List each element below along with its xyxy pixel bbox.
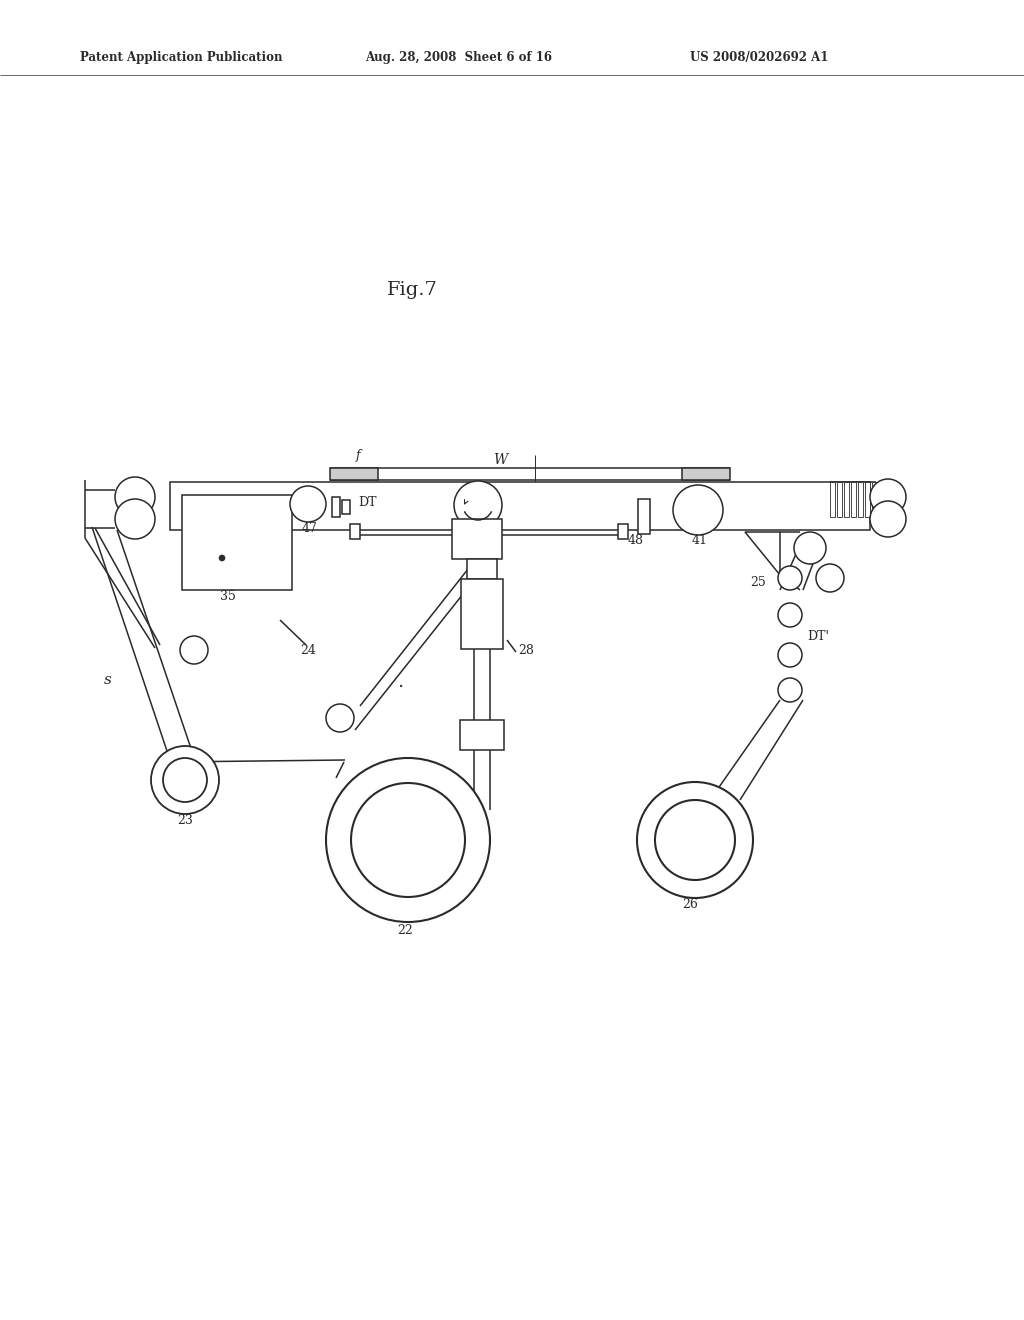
Circle shape [816, 564, 844, 591]
Bar [638, 499, 650, 535]
Circle shape [778, 643, 802, 667]
Circle shape [870, 479, 906, 515]
Bar [170, 482, 870, 531]
Text: 23: 23 [177, 813, 193, 826]
Text: US 2008/0202692 A1: US 2008/0202692 A1 [690, 50, 828, 63]
Bar [830, 482, 835, 517]
Text: Aug. 28, 2008  Sheet 6 of 16: Aug. 28, 2008 Sheet 6 of 16 [365, 50, 552, 63]
Circle shape [778, 678, 802, 702]
Bar [460, 719, 504, 750]
Text: 47: 47 [302, 521, 317, 535]
Text: 48: 48 [628, 533, 644, 546]
Text: Patent Application Publication: Patent Application Publication [80, 50, 283, 63]
Text: 41: 41 [692, 533, 708, 546]
Text: 35: 35 [220, 590, 236, 603]
Text: s: s [104, 673, 112, 686]
Text: 25: 25 [750, 576, 766, 589]
Circle shape [870, 502, 906, 537]
Circle shape [180, 636, 208, 664]
Bar [182, 495, 292, 590]
Circle shape [637, 781, 753, 898]
Circle shape [454, 480, 502, 529]
Polygon shape [745, 532, 780, 576]
Bar [342, 500, 350, 513]
Bar [461, 579, 503, 649]
Bar [865, 482, 870, 517]
Circle shape [778, 603, 802, 627]
Circle shape [673, 484, 723, 535]
Bar [858, 482, 863, 517]
Bar [682, 469, 730, 480]
Circle shape [115, 477, 155, 517]
Circle shape [326, 704, 354, 733]
Bar [872, 482, 877, 517]
Circle shape [290, 486, 326, 521]
Text: 26: 26 [682, 899, 698, 912]
Text: DT': DT' [807, 631, 829, 644]
Bar [618, 524, 628, 539]
Bar [350, 524, 360, 539]
Circle shape [655, 800, 735, 880]
Circle shape [326, 758, 490, 921]
Circle shape [151, 746, 219, 814]
Text: 22: 22 [397, 924, 413, 936]
Text: .: . [397, 673, 403, 690]
Bar [332, 498, 340, 517]
Circle shape [219, 554, 225, 561]
Bar [452, 519, 502, 558]
Bar [330, 469, 378, 480]
Text: Fig.7: Fig.7 [387, 281, 437, 300]
Text: W: W [493, 453, 507, 467]
Text: f: f [355, 449, 360, 462]
Bar [844, 482, 849, 517]
Text: 24: 24 [300, 644, 316, 656]
Circle shape [115, 499, 155, 539]
Circle shape [794, 532, 826, 564]
Text: 28: 28 [518, 644, 534, 656]
Circle shape [163, 758, 207, 803]
Bar [837, 482, 842, 517]
Bar [851, 482, 856, 517]
Circle shape [778, 566, 802, 590]
Circle shape [351, 783, 465, 898]
Text: DT: DT [358, 495, 377, 508]
Bar [467, 558, 497, 579]
